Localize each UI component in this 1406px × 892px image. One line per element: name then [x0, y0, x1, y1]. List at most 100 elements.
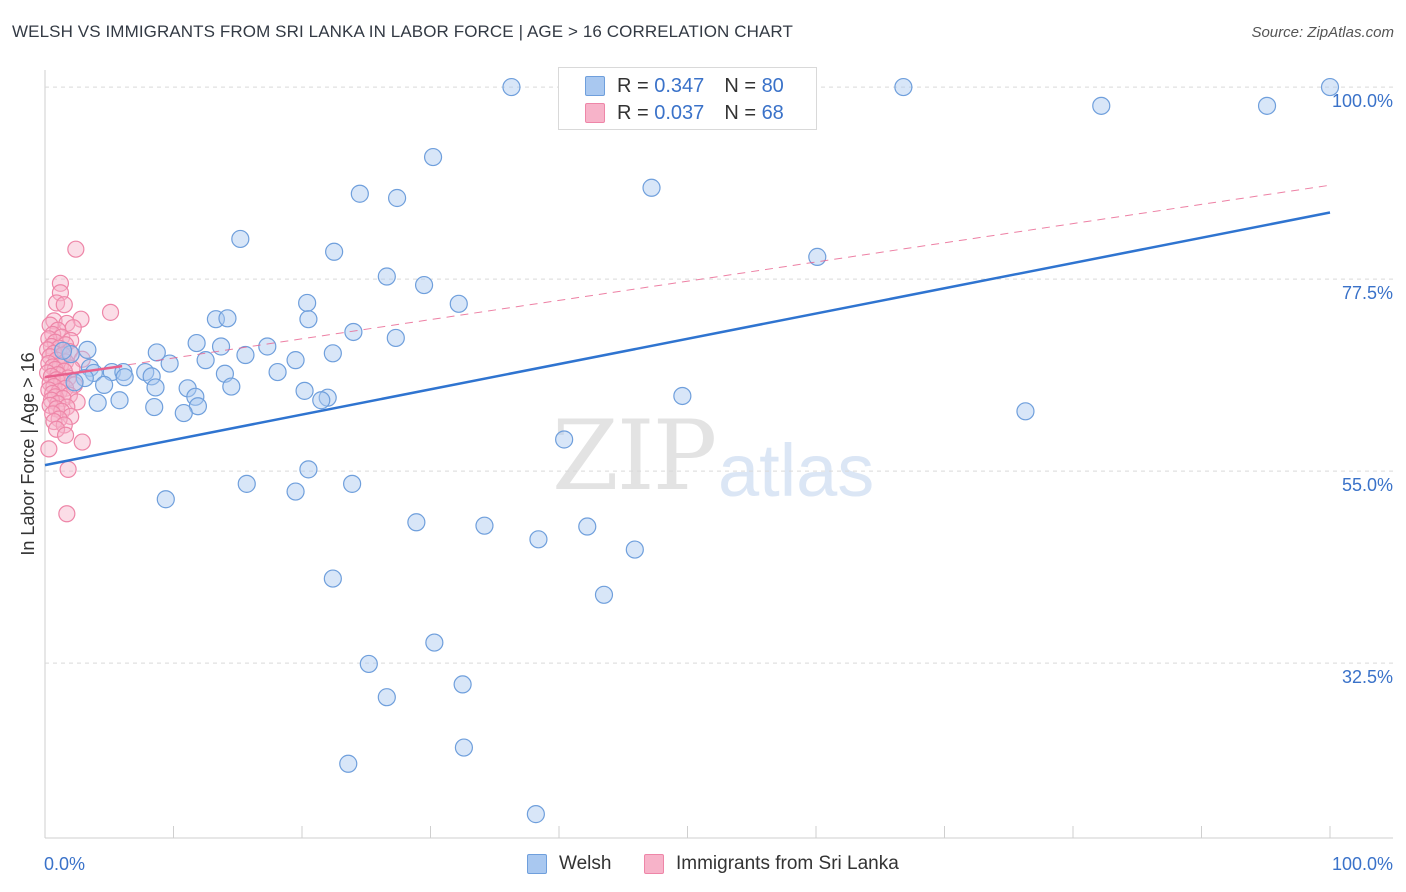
welsh-point	[237, 474, 256, 493]
welsh-point	[295, 381, 314, 400]
welsh-point	[231, 229, 250, 249]
welsh-n-label: N =	[724, 74, 762, 97]
bottom-legend-srilanka: Immigrants from Sri Lanka	[644, 851, 899, 877]
welsh-point	[187, 333, 206, 353]
welsh-point	[555, 430, 574, 449]
welsh-point	[578, 517, 597, 536]
welsh-point	[299, 460, 318, 479]
welsh-point	[407, 513, 426, 532]
welsh-point	[475, 516, 494, 535]
srilanka-r-value: 0.037	[654, 101, 705, 124]
welsh-point	[1320, 77, 1340, 97]
welsh-point	[425, 633, 444, 652]
welsh-trend-line	[44, 211, 1331, 467]
legend-srilanka-text: R = 0.037 N = 68	[617, 102, 784, 125]
welsh-point	[594, 585, 614, 604]
srilanka-n-value: 68	[761, 101, 784, 124]
welsh-point	[88, 393, 107, 412]
welsh-point	[268, 362, 287, 382]
srilanka-point	[47, 420, 66, 438]
welsh-point	[115, 368, 134, 387]
srilanka-point	[59, 460, 77, 478]
welsh-point	[529, 530, 548, 549]
srilanka-r-label: R =	[617, 101, 655, 124]
welsh-r-value: 0.347	[654, 74, 705, 97]
welsh-point	[377, 688, 396, 707]
srilanka-point	[51, 274, 70, 292]
welsh-point	[423, 147, 443, 167]
x-tick-label: 100.0%	[1332, 854, 1393, 874]
bottom-srilanka-swatch	[644, 854, 664, 874]
welsh-point	[95, 375, 114, 394]
srilanka-point	[68, 393, 86, 411]
welsh-point	[502, 77, 521, 97]
welsh-point	[78, 340, 97, 359]
srilanka-point	[56, 426, 75, 444]
srilanka-n-label: N =	[724, 101, 762, 124]
welsh-point	[325, 242, 344, 261]
srilanka-point	[67, 240, 85, 258]
srilanka-point	[58, 505, 76, 523]
welsh-point	[454, 738, 474, 757]
welsh-point	[1092, 96, 1111, 115]
correlation-legend: R = 0.347 N = 80 R = 0.037 N = 68	[558, 67, 817, 130]
welsh-point	[642, 178, 661, 197]
welsh-point	[359, 654, 378, 674]
welsh-point	[222, 377, 241, 396]
welsh-point	[344, 322, 363, 342]
welsh-r-label: R =	[617, 74, 655, 97]
welsh-point	[65, 373, 84, 392]
legend-welsh-text: R = 0.347 N = 80	[617, 75, 784, 98]
welsh-point	[236, 345, 255, 365]
srilanka-point	[55, 296, 73, 314]
welsh-point	[386, 328, 405, 348]
welsh-point	[526, 805, 545, 824]
welsh-point	[286, 351, 305, 370]
watermark-atlas: atlas	[718, 429, 875, 512]
welsh-point	[298, 293, 317, 313]
welsh-point	[414, 275, 434, 295]
welsh-point	[343, 474, 362, 493]
y-axis-label: In Labor Force | Age > 16	[18, 352, 38, 555]
welsh-point	[145, 397, 164, 417]
y-tick-label: 55.0%	[1342, 475, 1393, 495]
srilanka-trend-extension	[44, 184, 1331, 378]
welsh-point	[53, 341, 73, 360]
welsh-point	[174, 403, 193, 423]
welsh-point	[323, 569, 342, 588]
srilanka-swatch	[585, 103, 605, 123]
welsh-point	[1257, 96, 1277, 115]
welsh-point	[449, 294, 468, 313]
welsh-point	[350, 184, 369, 203]
welsh-n-value: 80	[761, 74, 784, 97]
welsh-point	[453, 675, 472, 694]
welsh-point	[286, 482, 305, 501]
welsh-point	[673, 386, 692, 406]
welsh-point	[156, 490, 175, 509]
x-tick-label: 0.0%	[44, 854, 85, 874]
bottom-legend-welsh: Welsh	[527, 851, 611, 877]
welsh-point	[323, 344, 342, 363]
welsh-point	[625, 540, 644, 559]
watermark-zip: ZIP	[552, 400, 717, 512]
welsh-point	[387, 188, 407, 208]
welsh-point	[258, 337, 277, 356]
bottom-welsh-label: Welsh	[559, 853, 612, 874]
bottom-welsh-swatch	[527, 854, 547, 874]
y-tick-label: 77.5%	[1342, 283, 1393, 303]
welsh-point	[196, 351, 215, 370]
welsh-point	[211, 337, 231, 356]
chart-title: WELSH VS IMMIGRANTS FROM SRI LANKA IN LA…	[12, 22, 793, 41]
welsh-point	[894, 77, 913, 97]
welsh-point	[299, 310, 318, 329]
welsh-point	[160, 354, 179, 373]
srilanka-point	[73, 433, 91, 451]
welsh-point	[146, 378, 165, 397]
welsh-swatch	[585, 76, 605, 96]
welsh-point	[110, 391, 129, 410]
y-tick-label: 100.0%	[1332, 91, 1393, 111]
welsh-point	[218, 309, 237, 328]
welsh-point	[312, 391, 331, 410]
srilanka-trend-line	[44, 364, 123, 379]
